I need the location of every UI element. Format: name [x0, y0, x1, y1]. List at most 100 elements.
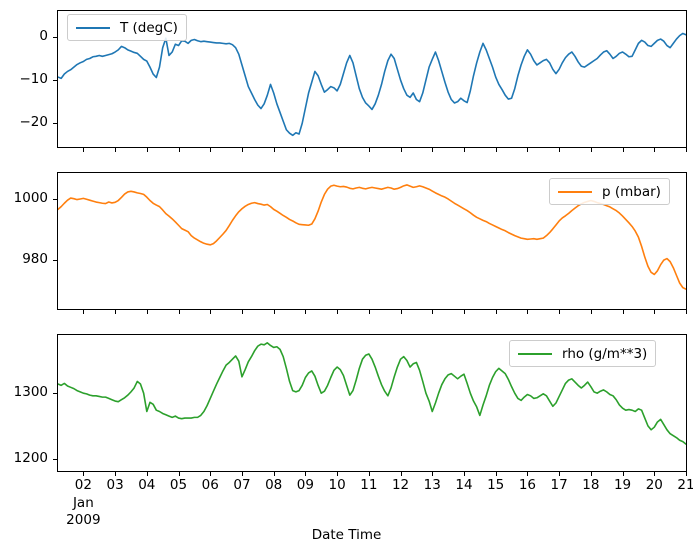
temperature-x-tick-mark — [623, 148, 624, 152]
temperature-x-tick-mark — [654, 148, 655, 152]
temperature-x-tick-mark — [147, 148, 148, 152]
temperature-x-tick-mark — [242, 148, 243, 152]
pressure-x-tick-mark — [432, 310, 433, 314]
pressure-x-tick-mark — [686, 310, 687, 314]
density-x-tick-mark — [401, 472, 402, 476]
x-tick-label-11: 11 — [360, 477, 378, 493]
pressure-x-tick-mark — [242, 310, 243, 314]
x-tick-label-07: 07 — [233, 477, 251, 493]
density-x-tick-mark — [337, 472, 338, 476]
temperature-line — [58, 32, 686, 137]
density-x-tick-mark — [654, 472, 655, 476]
pressure-x-tick-mark — [369, 310, 370, 314]
pressure-x-tick-mark — [496, 310, 497, 314]
density-x-tick-mark — [147, 472, 148, 476]
pressure-x-tick-mark — [210, 310, 211, 314]
pressure-x-tick-mark — [337, 310, 338, 314]
pressure-x-tick-mark — [623, 310, 624, 314]
temperature-line-svg — [58, 32, 686, 137]
temperature-y-tick-mark — [53, 80, 57, 81]
x-tick-label-17: 17 — [550, 477, 568, 493]
legend-label-temperature: T (degC) — [120, 19, 178, 36]
pressure-x-tick-mark — [591, 310, 592, 314]
x-tick-label-21: 21 — [677, 477, 693, 493]
pressure-x-tick-mark — [464, 310, 465, 314]
x-tick-label-15: 15 — [487, 477, 505, 493]
density-y-tick-mark — [53, 393, 57, 394]
temperature-x-tick-mark — [274, 148, 275, 152]
x-tick-label-05: 05 — [169, 477, 188, 493]
legend-label-density: rho (g/m**3) — [562, 345, 648, 362]
density-x-tick-mark — [496, 472, 497, 476]
temperature-x-tick-mark — [179, 148, 180, 152]
x-tick-label-18: 18 — [582, 477, 600, 493]
density-x-tick-mark — [686, 472, 687, 476]
x-tick-label-02: 02 — [74, 477, 92, 493]
density-x-tick-mark — [369, 472, 370, 476]
density-line — [58, 342, 686, 445]
pressure-y-tick-label: 1000 — [13, 189, 48, 206]
density-x-tick-mark — [623, 472, 624, 476]
temperature-x-tick-mark — [559, 148, 560, 152]
legend-pressure[interactable]: p (mbar) — [549, 178, 670, 205]
density-x-tick-mark — [242, 472, 243, 476]
temperature-x-tick-mark — [686, 148, 687, 152]
x-tick-label-16: 16 — [518, 477, 536, 493]
legend-swatch-temperature — [76, 26, 110, 29]
temperature-x-tick-mark — [591, 148, 592, 152]
legend-swatch-density — [518, 352, 552, 355]
pressure-x-tick-mark — [654, 310, 655, 314]
density-x-tick-mark — [274, 472, 275, 476]
pressure-x-tick-mark — [401, 310, 402, 314]
density-x-tick-mark — [527, 472, 528, 476]
legend-swatch-pressure — [558, 190, 592, 193]
pressure-x-tick-mark — [305, 310, 306, 314]
density-x-tick-mark — [464, 472, 465, 476]
temperature-x-tick-mark — [464, 148, 465, 152]
temperature-y-tick-label: 0 — [39, 27, 48, 44]
pressure-x-tick-mark — [274, 310, 275, 314]
legend-temperature[interactable]: T (degC) — [67, 14, 187, 41]
density-x-tick-mark — [179, 472, 180, 476]
x-axis-year-label: 2009 — [66, 512, 101, 528]
density-y-tick-label: 1200 — [13, 449, 48, 466]
legend-density[interactable]: rho (g/m**3) — [509, 340, 657, 367]
temperature-x-tick-mark — [432, 148, 433, 152]
temperature-x-tick-mark — [210, 148, 211, 152]
x-tick-label-19: 19 — [613, 477, 632, 493]
temperature-x-tick-mark — [496, 148, 497, 152]
temperature-y-tick-mark — [53, 37, 57, 38]
temperature-y-tick-label: −10 — [19, 71, 49, 88]
x-tick-label-09: 09 — [296, 477, 314, 493]
pressure-x-tick-mark — [559, 310, 560, 314]
density-x-tick-mark — [432, 472, 433, 476]
density-x-tick-mark — [115, 472, 116, 476]
density-y-tick-label: 1300 — [13, 384, 48, 401]
x-tick-label-10: 10 — [328, 477, 346, 493]
temperature-x-tick-mark — [305, 148, 306, 152]
pressure-y-tick-mark — [53, 260, 57, 261]
density-y-tick-mark — [53, 459, 57, 460]
temperature-x-tick-mark — [115, 148, 116, 152]
density-x-tick-mark — [591, 472, 592, 476]
temperature-x-tick-mark — [369, 148, 370, 152]
x-tick-label-14: 14 — [455, 477, 473, 493]
temperature-y-tick-mark — [53, 123, 57, 124]
temperature-y-tick-label: −20 — [19, 114, 49, 131]
temperature-x-tick-mark — [83, 148, 84, 152]
density-x-tick-mark — [559, 472, 560, 476]
x-axis-month-label: Jan — [72, 495, 94, 511]
density-x-tick-mark — [210, 472, 211, 476]
temperature-x-tick-mark — [401, 148, 402, 152]
x-tick-label-12: 12 — [391, 477, 410, 493]
temperature-x-tick-mark — [527, 148, 528, 152]
pressure-x-tick-mark — [527, 310, 528, 314]
temperature-x-tick-mark — [337, 148, 338, 152]
density-x-tick-mark — [83, 472, 84, 476]
density-line-svg — [58, 342, 686, 445]
x-tick-label-08: 08 — [265, 477, 283, 493]
pressure-y-tick-label: 980 — [22, 251, 48, 268]
x-axis-title: Date Time — [311, 527, 382, 543]
pressure-x-tick-mark — [115, 310, 116, 314]
